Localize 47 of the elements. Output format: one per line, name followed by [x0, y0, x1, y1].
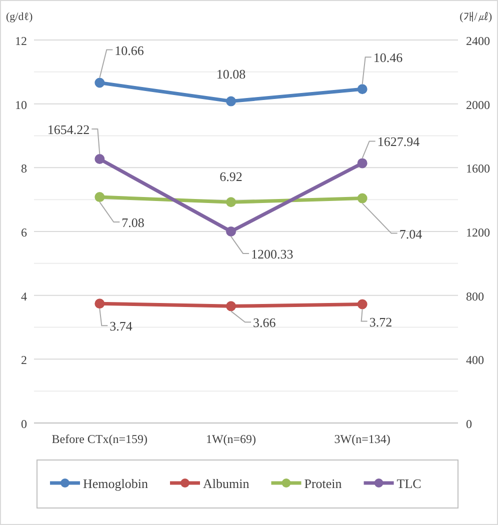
point	[94, 298, 105, 309]
y-tick-label: 12	[15, 34, 27, 48]
data-label: 7.08	[122, 215, 144, 230]
y2-axis-title: (개/㎕)	[460, 11, 492, 23]
point	[226, 226, 236, 236]
point	[226, 197, 236, 208]
y-tick-label: 0	[21, 417, 27, 431]
data-label: 1200.33	[251, 246, 294, 262]
data-label: 1627.94	[377, 134, 420, 150]
data-label: 6.92	[220, 169, 242, 184]
y-tick-label: 8	[21, 162, 27, 176]
data-label: 10.66	[114, 42, 144, 58]
y-tick-label: 6	[21, 226, 27, 240]
data-label: 1654.22	[47, 122, 90, 138]
y-axis-title: (g/dℓ)	[6, 11, 33, 23]
legend-label: Hemoglobin	[83, 476, 148, 491]
y-tick-label: 4	[21, 289, 27, 304]
data-label: 10.08	[216, 66, 246, 82]
y2-tick-label: 1200	[466, 226, 490, 240]
point	[357, 158, 368, 168]
legend-label: TLC	[396, 476, 422, 491]
data-label: 3.72	[369, 314, 392, 330]
y2-tick-label: 400	[466, 353, 484, 368]
y2-tick-label: 2400	[466, 34, 490, 48]
point	[226, 301, 236, 312]
data-label: 3.74	[110, 318, 133, 334]
y2-tick-label: 800	[466, 289, 484, 304]
data-label: 10.46	[373, 50, 404, 66]
y2-tick-label: 0	[466, 417, 472, 431]
point	[94, 154, 105, 164]
x-tick-label: 3W(n=134)	[334, 432, 390, 446]
point	[94, 78, 105, 88]
y2-tick-label: 2000	[466, 98, 490, 112]
point	[94, 192, 105, 202]
y-tick-label: 2	[21, 353, 27, 368]
y2-tick-label: 1600	[466, 162, 490, 176]
legend-label: Albumin	[203, 476, 250, 491]
point	[357, 193, 368, 204]
x-tick-label: 1W(n=69)	[206, 432, 256, 446]
data-label: 7.04	[399, 226, 423, 242]
legend-label: Protein	[304, 476, 342, 491]
y-tick-label: 10	[15, 98, 27, 112]
point	[226, 96, 236, 106]
x-tick-label: Before CTx(n=159)	[52, 432, 148, 446]
point	[357, 84, 368, 94]
point	[357, 299, 368, 310]
data-label: 3.66	[253, 315, 276, 330]
